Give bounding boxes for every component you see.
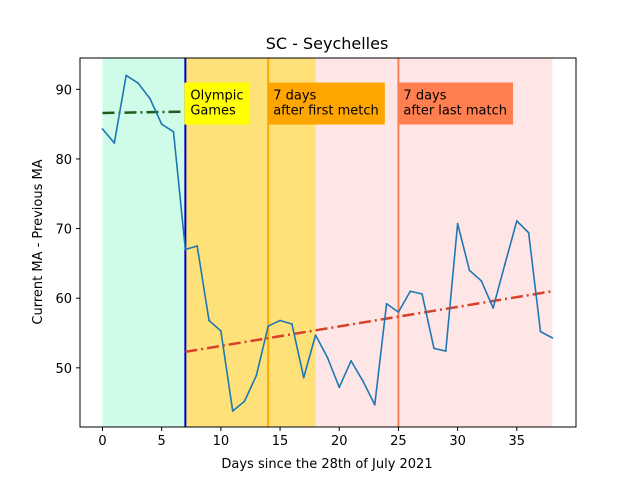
data-point xyxy=(267,325,270,327)
y-axis-label: Current MA - Previous MA xyxy=(31,159,46,324)
data-point xyxy=(421,293,424,295)
x-tick-label: 25 xyxy=(390,434,407,449)
x-tick-label: 15 xyxy=(272,434,289,449)
data-point xyxy=(208,319,210,322)
data-point xyxy=(101,128,104,130)
x-tick-label: 30 xyxy=(449,434,466,449)
data-point xyxy=(539,330,542,333)
annotation-line: Olympic xyxy=(190,89,243,104)
data-point xyxy=(231,410,234,412)
data-point xyxy=(137,82,139,84)
x-tick-label: 35 xyxy=(509,434,526,449)
data-point xyxy=(456,222,459,225)
shaded-region-0 xyxy=(102,58,186,427)
data-point xyxy=(385,302,388,305)
data-point xyxy=(290,323,293,325)
data-point xyxy=(184,248,187,251)
data-point xyxy=(527,231,530,234)
data-point xyxy=(362,380,364,382)
data-point xyxy=(338,386,341,389)
data-point xyxy=(444,350,447,353)
trend-line-0 xyxy=(102,110,186,115)
data-point xyxy=(148,97,151,100)
data-point xyxy=(219,330,222,332)
annotation-text-0: Olympic Games xyxy=(190,89,243,119)
annotation-box-1 xyxy=(267,82,385,125)
annotation-text-1: 7 days after first metch xyxy=(273,89,379,119)
data-point xyxy=(409,290,412,293)
data-point xyxy=(504,263,506,265)
data-point xyxy=(373,403,376,406)
annotation-line: after last match xyxy=(403,104,507,119)
data-point xyxy=(515,220,518,222)
data-point xyxy=(468,269,471,272)
data-point xyxy=(160,123,163,126)
data-point xyxy=(302,376,305,379)
chart-title: SC - Seychelles xyxy=(266,34,389,53)
y-tick-label: 90 xyxy=(55,83,72,98)
data-point xyxy=(551,336,554,339)
trend-line-1 xyxy=(185,290,553,354)
data-point xyxy=(196,245,199,247)
data-point xyxy=(125,74,128,77)
data-point xyxy=(172,130,175,133)
y-tick-label: 60 xyxy=(55,292,72,307)
data-point xyxy=(279,319,281,322)
annotation-line: 7 days xyxy=(273,89,316,104)
annotation-line: Games xyxy=(190,104,236,119)
y-tick-label: 70 xyxy=(55,223,72,238)
annotation-box-2 xyxy=(397,82,514,125)
annotation-line: 7 days xyxy=(403,89,446,104)
x-axis-label: Days since the 28th of July 2021 xyxy=(221,457,432,472)
x-tick-label: 5 xyxy=(158,434,166,449)
data-point xyxy=(243,400,246,403)
y-tick-label: 50 xyxy=(55,362,72,377)
data-point xyxy=(397,311,400,314)
x-tick-label: 0 xyxy=(98,434,106,449)
data-point xyxy=(314,334,317,336)
y-tick-label: 80 xyxy=(55,153,72,168)
annotation-box-0 xyxy=(184,82,250,125)
data-point xyxy=(113,142,116,144)
annotation-text-2: 7 days after last match xyxy=(403,89,507,119)
data-point xyxy=(350,359,352,362)
axes-frame xyxy=(79,57,577,428)
data-point xyxy=(433,347,435,350)
x-tick-label: 20 xyxy=(331,434,348,449)
data-point xyxy=(480,279,483,282)
annotation-line: after first metch xyxy=(273,104,379,119)
data-point xyxy=(326,356,329,359)
x-tick-label: 10 xyxy=(213,434,230,449)
data-point xyxy=(492,307,495,309)
data-point xyxy=(255,374,258,377)
